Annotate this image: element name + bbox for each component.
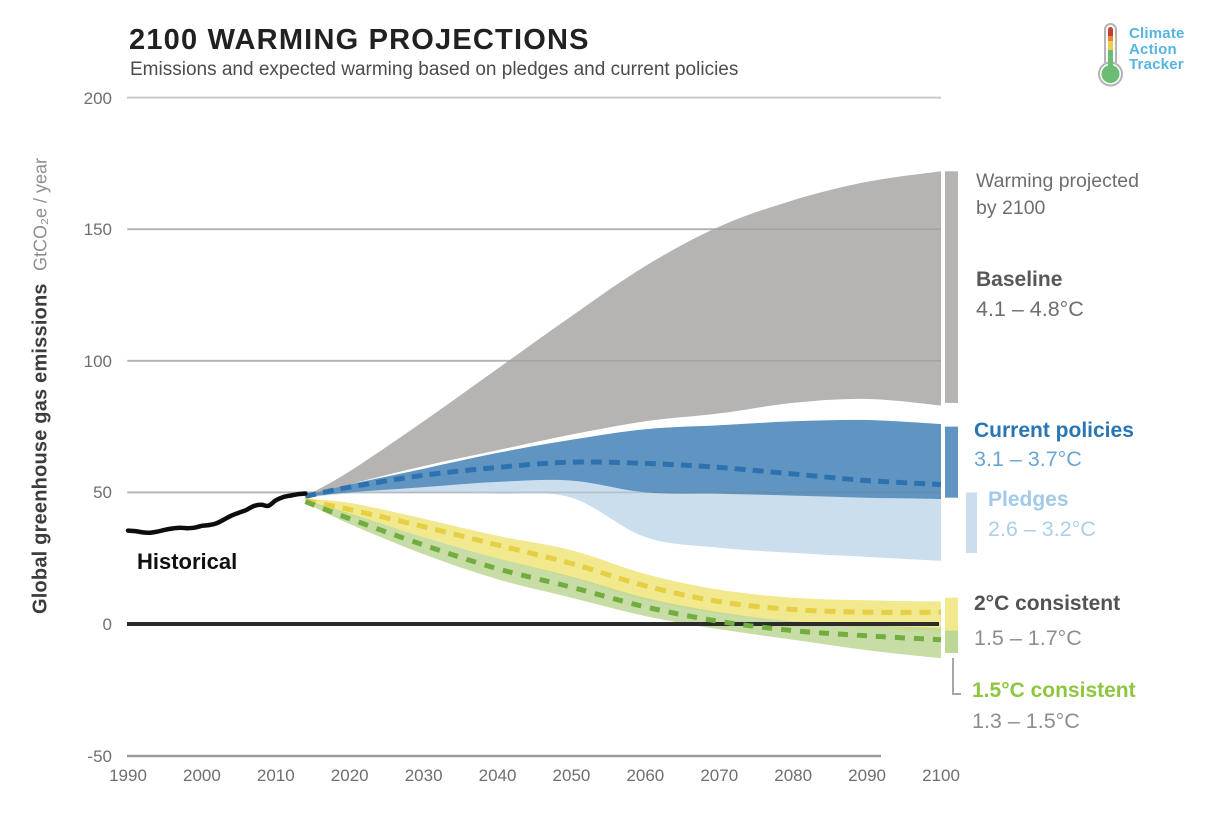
logo-word-tracker: Tracker <box>1129 56 1184 73</box>
x-tick-label-2060: 2060 <box>626 766 665 785</box>
page-title: 2100 WARMING PROJECTIONS <box>129 24 590 56</box>
legend-bar-two-degree <box>945 597 958 631</box>
historical-series-label: Historical <box>137 549 238 574</box>
legend-heading-line1: Warming projected <box>976 170 1139 192</box>
y-axis-title-main: Global greenhouse gas emissions <box>29 283 52 614</box>
logo-word-action: Action <box>1129 40 1177 58</box>
legend-range-two-degree: 1.5 – 1.7°C <box>974 626 1082 650</box>
band-1-5-c-consistent <box>305 500 941 659</box>
legend-range-one-five-degree: 1.3 – 1.5°C <box>972 709 1080 733</box>
legend-bar-baseline <box>945 171 958 403</box>
band-pledges <box>305 474 941 561</box>
x-tick-label-2090: 2090 <box>848 766 886 785</box>
legend-bar-pledges <box>966 492 977 553</box>
logo-wordmark: Climate Action Tracker <box>1129 26 1185 73</box>
band-2-c-consistent <box>305 499 941 632</box>
legend-range-current-policies: 3.1 – 3.7°C <box>974 447 1082 471</box>
x-tick-label-2080: 2080 <box>774 766 813 785</box>
y-tick-label--50: -50 <box>87 746 112 766</box>
legend-bar-current-policies <box>945 426 958 498</box>
thermometer-icon <box>1098 23 1123 87</box>
x-tick-label-2000: 2000 <box>182 766 221 785</box>
climate-action-tracker-logo: Climate Action Tracker <box>1094 22 1220 88</box>
dashed-line-two-degree-line <box>304 497 942 615</box>
legend-label-two-degree: 2°C consistent <box>974 592 1121 615</box>
y-tick-label-200: 200 <box>83 88 112 108</box>
y-tick-label-100: 100 <box>83 351 112 371</box>
legend-range-baseline: 4.1 – 4.8°C <box>976 297 1084 321</box>
band-current-policies <box>305 419 941 499</box>
x-tick-label-2040: 2040 <box>478 766 517 785</box>
x-tick-label-2020: 2020 <box>330 766 369 785</box>
y-tick-label-150: 150 <box>83 220 112 240</box>
y-tick-label-0: 0 <box>102 615 112 634</box>
dashed-line-current-policies-line <box>304 459 942 499</box>
y-axis-title-units: GtCO₂e / year <box>30 158 51 272</box>
x-tick-label-2050: 2050 <box>552 766 591 785</box>
band-baseline <box>305 171 941 500</box>
historical-line <box>125 491 308 535</box>
x-tick-label-2030: 2030 <box>404 766 443 785</box>
x-tick-label-2070: 2070 <box>700 766 739 785</box>
legend-label-current-policies: Current policies <box>974 419 1134 442</box>
legend-heading-line2: by 2100 <box>976 197 1046 219</box>
x-tick-label-2010: 2010 <box>256 766 295 785</box>
y-tick-label-50: 50 <box>93 483 112 503</box>
legend-bar-one-five-degree <box>945 630 958 653</box>
x-tick-label-2100: 2100 <box>922 766 960 785</box>
y-axis-title: Global greenhouse gas emissions GtCO₂e /… <box>24 88 58 614</box>
legend-range-pledges: 2.6 – 3.2°C <box>988 517 1096 541</box>
legend-heading: Warming projected by 2100 <box>976 168 1139 222</box>
legend-label-one-five-degree: 1.5°C consistent <box>972 679 1136 702</box>
legend-connector-one-five <box>952 658 961 695</box>
logo-word-climate: Climate <box>1129 25 1185 42</box>
legend-label-pledges: Pledges <box>988 488 1069 511</box>
x-tick-label-1990: 1990 <box>109 766 147 785</box>
legend-label-baseline: Baseline <box>976 268 1063 291</box>
page-subtitle: Emissions and expected warming based on … <box>130 59 739 80</box>
